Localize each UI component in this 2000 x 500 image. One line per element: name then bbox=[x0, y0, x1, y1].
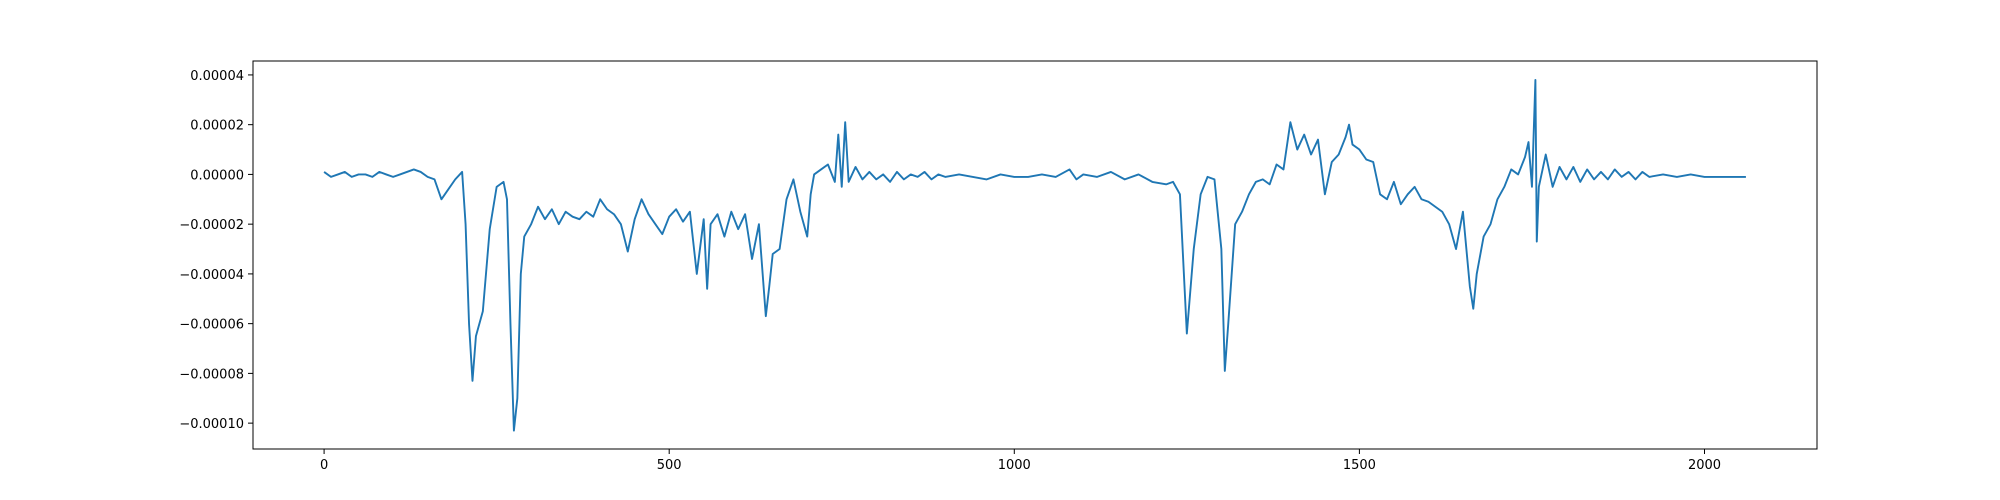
y-tick-label: 0.00000 bbox=[190, 168, 244, 183]
x-tick-label: 1000 bbox=[998, 458, 1031, 473]
y-tick-label: −0.00006 bbox=[179, 318, 244, 333]
x-tick-label: 0 bbox=[320, 458, 328, 473]
y-tick-label: −0.00002 bbox=[179, 218, 244, 233]
y-tick-label: 0.00002 bbox=[190, 119, 244, 134]
y-tick-label: −0.00010 bbox=[179, 417, 244, 432]
axes-frame bbox=[252, 60, 1818, 450]
y-tick-label: −0.00004 bbox=[179, 268, 244, 283]
y-tick-label: 0.00004 bbox=[190, 69, 244, 84]
y-tick-label: −0.00008 bbox=[179, 367, 244, 382]
x-tick-label: 2000 bbox=[1688, 458, 1721, 473]
line-series bbox=[323, 78, 1746, 432]
x-tick-label: 500 bbox=[657, 458, 682, 473]
x-tick-label: 1500 bbox=[1343, 458, 1376, 473]
